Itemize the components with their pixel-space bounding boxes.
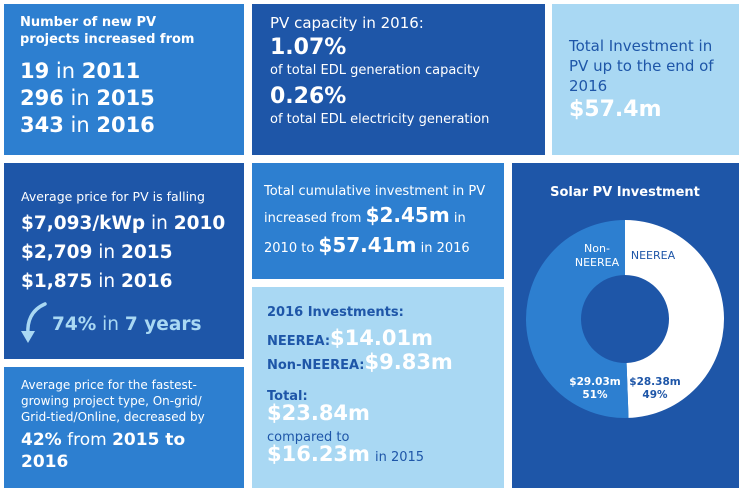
projects-mid: in [63,86,97,110]
fastest-line-4: 42% from 2015 to [21,429,185,451]
total-investment-line-2: PV up to the end of [569,57,714,75]
donut-percent-label: 49% [642,389,668,401]
price-value: $7,093/kWp [21,213,146,234]
neerea-label: NEEREA: [267,334,331,349]
projects-row-2011: 19 in 2011 [20,58,155,85]
tile-pv-capacity: PV capacity in 2016: 1.07% of total EDL … [252,4,545,155]
projects-mid: in [63,113,97,137]
capacity-heading: PV capacity in 2016: [270,14,424,32]
fastest-value: 42% [21,430,62,450]
projects-heading-line-2: projects increased from [20,32,195,47]
donut-category-label: Non- [584,242,610,255]
donut-slice-non-neerea [525,220,629,418]
capacity-stat-2-label: of total EDL electricity generation [270,112,490,127]
total-investment-line-3: 2016 [569,77,608,95]
fastest-line-4-tail: from [61,430,113,450]
compared-year: in 2015 [375,450,425,465]
capacity-stat-1: 1.07% [270,35,347,60]
donut-category-label: NEEREA [631,249,676,262]
compared-text: compared to [267,430,350,445]
tile-solar-pv-investment-chart: Solar PV Investment NEEREA $28.38m 49% Non-… [512,163,739,488]
donut-percent-label: 51% [582,389,608,401]
price-heading: Average price for PV is falling [21,189,205,204]
total-investment-value: $57.4m [569,97,662,122]
projects-value: 296 [20,86,64,110]
investments-heading: 2016 Investments: [267,305,404,320]
projects-heading-line-1: Number of new PV [20,15,157,30]
price-drop-value: 74% [52,314,97,335]
non-neerea-value: $9.83m [364,350,453,374]
cumulative-text-5: in 2016 [420,241,470,256]
donut-value-label: $28.38m [629,376,681,388]
fastest-line-3: Grid-tied/Online, decreased by [21,410,205,424]
chart-title: Solar PV Investment [550,185,700,200]
price-drop-years: 7 years [124,314,202,335]
total-investment-line-1: Total Investment in [569,37,713,55]
capacity-stat-2: 0.26% [270,84,347,109]
tile-total-investment: Total Investment in PV up to the end of … [552,4,739,155]
price-mid: in [92,271,122,292]
price-drop-text: in [96,314,125,335]
neerea-row: NEEREA:$14.01m [267,326,433,350]
capacity-stat-1-label: of total EDL generation capacity [270,63,480,78]
tile-2016-investments: 2016 Investments: NEEREA:$14.01m Non-NEE… [252,287,504,488]
non-neerea-row: Non-NEEREA:$9.83m [267,350,453,374]
price-row-2010: $7,093/kWp in 2010 [21,209,225,238]
tile-average-price: Average price for PV is falling $7,093/k… [4,163,244,359]
projects-value: 343 [20,113,64,137]
price-mid: in [145,213,174,234]
projects-row-2015: 296 in 2015 [20,85,155,112]
cumulative-text-2: increased from [264,211,362,226]
non-neerea-label: Non-NEEREA: [267,358,365,373]
projects-year: 2011 [81,59,141,83]
compared-row: $16.23m in 2015 [267,442,424,466]
price-drop: 74% in 7 years [52,314,201,335]
cumulative-line-3: 2010 to $57.41m in 2016 [264,233,470,257]
price-year: 2016 [121,271,173,292]
cumulative-text-1: Total cumulative investment in PV [264,184,486,199]
donut-slice-neerea [625,220,724,418]
projects-value: 19 [20,59,50,83]
fastest-line-5: 2016 [21,452,69,472]
price-value: $1,875 [21,271,93,292]
price-value: $2,709 [21,242,93,263]
cumulative-line-2: increased from $2.45m in [264,203,466,227]
price-year: 2015 [121,242,173,263]
donut-category-label: NEEREA [575,256,620,269]
price-mid: in [92,242,122,263]
projects-row-2016: 343 in 2016 [20,112,155,139]
tile-new-projects: Number of new PV projects increased from… [4,4,244,155]
cumulative-value-2010: $2.45m [365,203,450,227]
cumulative-text-4: 2010 to [264,241,315,256]
falling-arrow-icon [21,302,47,343]
price-row-2015: $2,709 in 2015 [21,238,225,267]
total-value: $23.84m [267,401,370,425]
fastest-line-1: Average price for the fastest- [21,378,197,392]
compared-value: $16.23m [267,442,370,466]
cumulative-value-2016: $57.41m [318,233,417,257]
projects-mid: in [49,59,82,83]
fastest-line-2: growing project type, On-grid/ [21,394,202,408]
donut-value-label: $29.03m [569,376,621,388]
fastest-line-4-end: 2015 to [112,430,186,450]
projects-year: 2015 [96,86,155,110]
tile-fastest-growing: Average price for the fastest- growing p… [4,367,244,488]
tile-cumulative-investment: Total cumulative investment in PV increa… [252,163,504,279]
total-label: Total: [267,389,308,404]
price-year: 2010 [173,213,226,234]
price-row-2016: $1,875 in 2016 [21,267,225,296]
cumulative-text-3: in [453,211,466,226]
projects-year: 2016 [96,113,155,137]
neerea-value: $14.01m [330,326,433,350]
